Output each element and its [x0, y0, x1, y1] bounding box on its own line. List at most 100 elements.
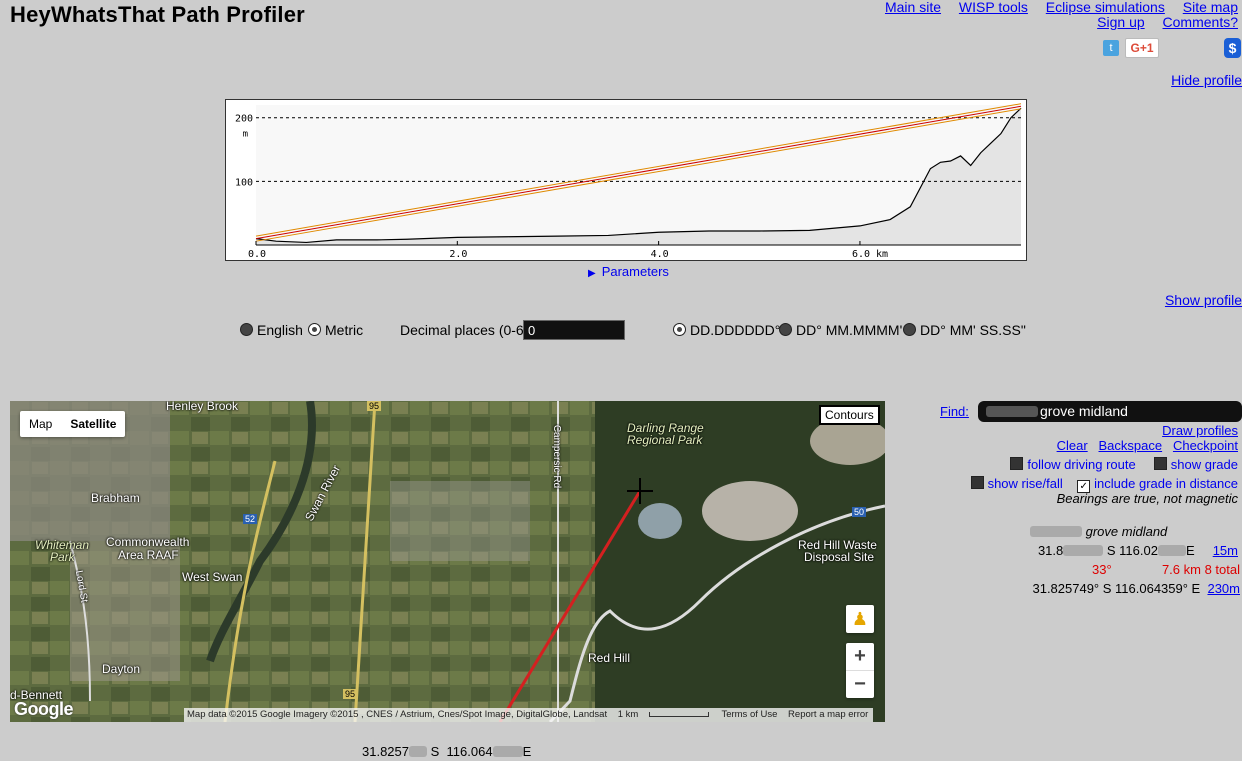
- find-label[interactable]: Find:: [940, 404, 969, 419]
- x-tick-label: 0.0: [248, 249, 266, 260]
- include-grade-label[interactable]: include grade in distance: [1094, 476, 1238, 491]
- format-dd-radio[interactable]: [673, 323, 686, 336]
- wisp-tools-link[interactable]: WISP tools: [958, 0, 1028, 15]
- show-grade-checkbox[interactable]: [1153, 457, 1167, 470]
- follow-driving-label[interactable]: follow driving route: [1027, 457, 1136, 472]
- show-profile-link[interactable]: Show profile: [1164, 292, 1242, 308]
- profile-svg: 200 100 m 0.0 2.0 4.0 6.0 km: [235, 103, 1022, 260]
- pt2-coordinates: 31.825749° S 116.064359° E: [1032, 581, 1201, 596]
- terrain-fill: [256, 108, 1021, 245]
- route-options-row1: follow driving route show grade: [1010, 457, 1238, 472]
- show-rise-fall-label[interactable]: show rise/fall: [987, 476, 1063, 491]
- metric-radio[interactable]: [308, 323, 321, 336]
- coord-ns: S: [430, 744, 440, 759]
- decimal-places-input[interactable]: 0: [523, 320, 625, 340]
- street-view-pegman-icon[interactable]: ♟: [846, 605, 874, 633]
- zoom-in-button[interactable]: +: [846, 643, 874, 671]
- route-95-shield-south: 95: [343, 689, 358, 699]
- format-ddmmss-radio[interactable]: [903, 323, 916, 336]
- contours-button[interactable]: Contours: [819, 405, 880, 425]
- clear-link[interactable]: Clear: [1056, 438, 1088, 453]
- redacted-block: [492, 746, 523, 757]
- map-type-map[interactable]: Map: [29, 417, 53, 431]
- parameters-toggle[interactable]: ▶ Parameters: [588, 264, 669, 279]
- profile-series-3: [255, 108, 1022, 242]
- route-options-row2: show rise/fall ✓ include grade in distanc…: [970, 476, 1238, 493]
- action-links: Clear Backspace Checkpoint: [1057, 438, 1238, 453]
- pt1-lat: 31.8: [1037, 543, 1064, 558]
- unit-english-option[interactable]: English: [240, 322, 303, 338]
- format-dd-option[interactable]: DD.DDDDDD°: [673, 322, 780, 338]
- format-ddmm-option[interactable]: DD° MM.MMMM': [779, 322, 902, 338]
- map-label-west-swan: West Swan: [182, 570, 243, 584]
- show-rise-fall-checkbox[interactable]: [970, 476, 984, 489]
- google-logo: Google: [14, 699, 74, 719]
- sign-up-link[interactable]: Sign up: [1097, 14, 1145, 30]
- checkpoint-link[interactable]: Checkpoint: [1172, 438, 1238, 453]
- format-ddmm-label: DD° MM.MMMM': [796, 322, 903, 338]
- show-grade-label[interactable]: show grade: [1170, 457, 1238, 472]
- backspace-link[interactable]: Backspace: [1098, 438, 1163, 453]
- format-ddmmss-option[interactable]: DD° MM' SS.SS": [903, 322, 1026, 338]
- page-title: HeyWhatsThat Path Profiler: [10, 2, 305, 27]
- expand-triangle-icon: ▶: [588, 268, 596, 279]
- coord-lat: 31.8257: [362, 744, 409, 759]
- terms-of-use-link[interactable]: Terms of Use: [721, 709, 778, 720]
- pt2-elevation-link[interactable]: 230m: [1207, 581, 1240, 596]
- find-input[interactable]: grove midland: [978, 401, 1242, 422]
- map-data-credit: Map data ©2015 Google Imagery ©2015 , CN…: [187, 709, 608, 720]
- route-place: grove midland: [1030, 524, 1167, 539]
- pt1-ew: E: [1185, 543, 1195, 558]
- eclipse-simulations-link[interactable]: Eclipse simulations: [1045, 0, 1165, 15]
- main-site-link[interactable]: Main site: [884, 0, 942, 15]
- map-label-brabham: Brabham: [91, 491, 140, 505]
- include-grade-checkbox[interactable]: ✓: [1077, 480, 1091, 493]
- segment-distance: 7.6 km 8 total: [1161, 562, 1240, 577]
- redacted-block: [986, 406, 1038, 417]
- metric-label: Metric: [325, 322, 364, 338]
- pt1-elevation-link[interactable]: 15m: [1212, 543, 1238, 558]
- profile-series-0: [255, 107, 1022, 244]
- pt1-lon: 116.02: [1119, 543, 1158, 558]
- map-label-regional-park: Regional Park: [627, 433, 703, 447]
- route-95-shield: 95: [367, 401, 382, 411]
- unit-metric-option[interactable]: Metric: [308, 322, 363, 338]
- map-label-red-hill: Red Hill: [588, 651, 631, 665]
- google-plus-button[interactable]: G+1: [1125, 38, 1159, 58]
- map-label-commonwealth: Commonwealth: [106, 535, 190, 549]
- map-label-henley-brook: Henley Brook: [166, 401, 239, 413]
- draw-profiles-label[interactable]: Draw profiles: [1162, 423, 1238, 438]
- zoom-out-button[interactable]: −: [854, 673, 866, 695]
- draw-profiles-link[interactable]: Draw profiles: [1162, 423, 1238, 438]
- report-map-error-link[interactable]: Report a map error: [788, 709, 869, 720]
- parameters-link[interactable]: Parameters: [601, 264, 669, 279]
- map-label-area-raaf: Area RAAF: [118, 548, 179, 562]
- profile-series-1: [255, 105, 1022, 240]
- satellite-map[interactable]: Map Satellite Contours Henley Brook Brab…: [10, 401, 885, 722]
- format-ddmm-radio[interactable]: [779, 323, 792, 336]
- english-radio[interactable]: [240, 323, 253, 336]
- twitter-icon[interactable]: t: [1103, 40, 1119, 56]
- map-label-bennett: d-Bennett: [10, 688, 63, 702]
- format-dd-label: DD.DDDDDD°: [690, 322, 781, 338]
- zoom-control: + −: [846, 643, 874, 698]
- map-label-campersic-rd: Campersic Rd: [551, 424, 563, 489]
- map-center-coordinates: 31.8257 S 116.064 E: [362, 744, 531, 759]
- coord-ew: E: [522, 744, 532, 759]
- y-unit-label: m: [243, 130, 248, 140]
- map-type-satellite[interactable]: Satellite: [70, 417, 117, 431]
- comments-link[interactable]: Comments?: [1162, 14, 1238, 30]
- site-map-link[interactable]: Site map: [1182, 0, 1238, 15]
- pt1-ns: S: [1106, 543, 1116, 558]
- x-tick-label: 6.0 km: [852, 249, 888, 260]
- bearings-note: Bearings are true, not magnetic: [1056, 491, 1238, 506]
- map-attribution-bar: Map data ©2015 Google Imagery ©2015 , CN…: [184, 708, 873, 722]
- hide-profile-link[interactable]: Hide profile: [1171, 72, 1242, 88]
- find-input-value: grove midland: [1040, 403, 1128, 419]
- follow-driving-checkbox[interactable]: [1010, 457, 1024, 470]
- redacted-block: [1157, 545, 1186, 556]
- map-label-disposal-site: Disposal Site: [804, 550, 875, 564]
- route-52-shield: 52: [243, 514, 258, 524]
- donate-icon[interactable]: $: [1224, 38, 1241, 58]
- map-label-darling-range: Darling Range: [627, 421, 704, 435]
